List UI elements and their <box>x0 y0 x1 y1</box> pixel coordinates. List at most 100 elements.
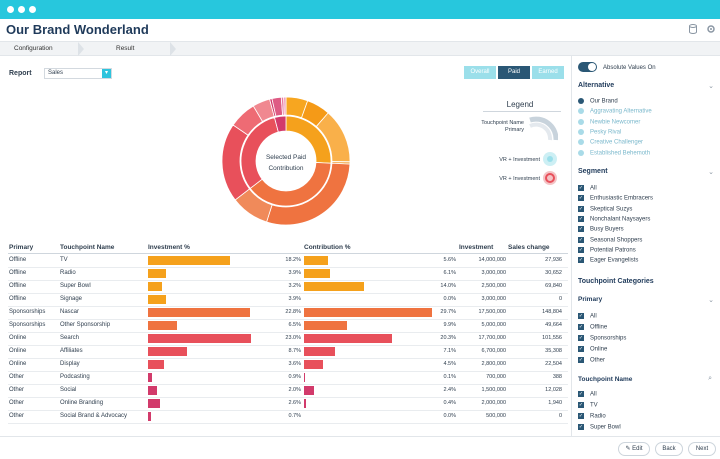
checkbox-icon[interactable]: ✓ <box>578 226 584 233</box>
tab-configuration[interactable]: Configuration <box>14 45 53 52</box>
chevron-down-icon[interactable]: ⌄ <box>708 83 714 90</box>
donut-inner-slice[interactable] <box>273 115 287 133</box>
radio-icon[interactable] <box>578 149 584 156</box>
checkbox-icon[interactable]: ✓ <box>578 257 584 264</box>
contribution-bar[interactable] <box>304 308 432 317</box>
col-header-primary[interactable]: Primary <box>9 244 34 251</box>
chevron-down-icon[interactable]: ⌄ <box>708 169 714 176</box>
window-dot-icon[interactable] <box>29 6 36 13</box>
col-header-touchpoint[interactable]: Touchpoint Name <box>60 244 115 251</box>
touchpoint-name-option[interactable]: ✓ TV <box>578 402 598 409</box>
investment-bar[interactable] <box>148 412 152 421</box>
segment-option[interactable]: ✓ Nonchalant Naysayers <box>578 215 650 222</box>
checkbox-icon[interactable]: ✓ <box>578 205 584 212</box>
paid-button[interactable]: Paid <box>498 66 530 79</box>
investment-bar[interactable] <box>148 269 166 278</box>
contribution-bar[interactable] <box>304 399 306 408</box>
primary-option[interactable]: ✓ Sponsorships <box>578 335 626 342</box>
investment-bar[interactable] <box>148 334 251 343</box>
primary-option[interactable]: ✓ Online <box>578 346 607 353</box>
contribution-bar[interactable] <box>304 269 331 278</box>
report-select[interactable]: Sales ▾ <box>44 68 112 79</box>
checkbox-icon[interactable]: ✓ <box>578 357 584 363</box>
checkbox-icon[interactable]: ✓ <box>578 236 584 243</box>
contribution-bar[interactable] <box>304 256 329 265</box>
window-dot-icon[interactable] <box>7 6 14 13</box>
chevron-down-icon[interactable]: ⌄ <box>708 297 714 304</box>
window-dot-icon[interactable] <box>18 6 25 13</box>
investment-bar[interactable] <box>148 373 152 382</box>
alternative-option[interactable]: Pesky Rival <box>578 128 621 135</box>
radio-icon[interactable] <box>578 108 584 115</box>
back-button[interactable]: Back <box>655 442 683 456</box>
checkbox-icon[interactable]: ✓ <box>578 402 584 408</box>
tab-result[interactable]: Result <box>116 45 135 52</box>
alternative-option[interactable]: Newbie Newcomer <box>578 118 640 125</box>
radio-icon[interactable] <box>578 128 584 135</box>
checkbox-icon[interactable]: ✓ <box>578 346 584 352</box>
checkbox-icon[interactable]: ✓ <box>578 324 584 330</box>
touchpoint-name-option[interactable]: ✓ Radio <box>578 413 606 420</box>
contribution-bar[interactable] <box>304 386 315 395</box>
checkbox-icon[interactable]: ✓ <box>578 424 584 430</box>
search-icon[interactable]: ⌕ <box>708 375 712 382</box>
segment-option[interactable]: ✓ All <box>578 185 597 192</box>
contribution-bar[interactable] <box>304 321 347 330</box>
alternative-option[interactable]: Established Behemoth <box>578 149 650 156</box>
next-button[interactable]: Next <box>688 442 716 456</box>
segment-option[interactable]: ✓ Eager Evangelists <box>578 257 638 264</box>
checkbox-icon[interactable]: ✓ <box>578 246 584 253</box>
donut-outer-slice[interactable] <box>283 96 287 116</box>
earned-button[interactable]: Earned <box>532 66 564 79</box>
donut-center-line2: Contribution <box>268 165 303 172</box>
investment-bar[interactable] <box>148 295 166 304</box>
investment-bar[interactable] <box>148 256 230 265</box>
contribution-bar[interactable] <box>304 360 324 369</box>
cell-primary: Online <box>9 335 27 341</box>
col-header-investment-pct[interactable]: Investment % <box>148 244 190 251</box>
cell-contribution-pct: 4.5% <box>443 361 456 367</box>
checkbox-icon[interactable]: ✓ <box>578 391 584 397</box>
col-header-sales-change[interactable]: Sales change <box>508 244 550 251</box>
alternative-option[interactable]: Aggravating Alternative <box>578 108 652 115</box>
contribution-bar[interactable] <box>304 282 365 291</box>
contribution-bar[interactable] <box>304 334 392 343</box>
segment-option[interactable]: ✓ Enthusiastic Embracers <box>578 195 653 202</box>
investment-bar[interactable] <box>148 399 160 408</box>
segment-option[interactable]: ✓ Potential Patrons <box>578 246 636 253</box>
primary-option[interactable]: ✓ All <box>578 313 597 320</box>
alternative-option[interactable]: Creative Challenger <box>578 139 643 146</box>
segment-option[interactable]: ✓ Busy Buyers <box>578 226 624 233</box>
settings-icon[interactable] <box>706 24 716 35</box>
checkbox-icon[interactable]: ✓ <box>578 185 584 191</box>
absolute-values-toggle[interactable] <box>578 62 597 72</box>
col-header-investment[interactable]: Investment <box>459 244 494 251</box>
radio-icon[interactable] <box>578 139 584 146</box>
investment-bar[interactable] <box>148 282 163 291</box>
col-header-contribution-pct[interactable]: Contribution % <box>304 244 351 251</box>
overall-button[interactable]: Overall <box>464 66 496 79</box>
radio-icon[interactable] <box>578 118 584 125</box>
segment-option[interactable]: ✓ Skeptical Suzys <box>578 205 632 212</box>
checkbox-icon[interactable]: ✓ <box>578 413 584 419</box>
investment-bar[interactable] <box>148 308 251 317</box>
checkbox-icon[interactable]: ✓ <box>578 195 584 202</box>
primary-option[interactable]: ✓ Other <box>578 357 605 364</box>
primary-option[interactable]: ✓ Offline <box>578 324 607 331</box>
contribution-bar[interactable] <box>304 347 335 356</box>
database-icon[interactable] <box>688 24 698 35</box>
investment-bar[interactable] <box>148 360 165 369</box>
alternative-option[interactable]: Our Brand <box>578 98 618 105</box>
edit-button[interactable]: ✎ Edit <box>618 442 650 456</box>
investment-bar[interactable] <box>148 386 157 395</box>
cell-contribution-pct: 5.6% <box>443 257 456 263</box>
checkbox-icon[interactable]: ✓ <box>578 215 584 222</box>
checkbox-icon[interactable]: ✓ <box>578 335 584 341</box>
investment-bar[interactable] <box>148 321 178 330</box>
radio-icon[interactable] <box>578 98 584 104</box>
touchpoint-name-option[interactable]: ✓ Super Bowl <box>578 424 621 431</box>
investment-bar[interactable] <box>148 347 187 356</box>
touchpoint-name-option[interactable]: ✓ All <box>578 391 597 398</box>
segment-option[interactable]: ✓ Seasonal Shoppers <box>578 236 642 243</box>
checkbox-icon[interactable]: ✓ <box>578 313 584 319</box>
